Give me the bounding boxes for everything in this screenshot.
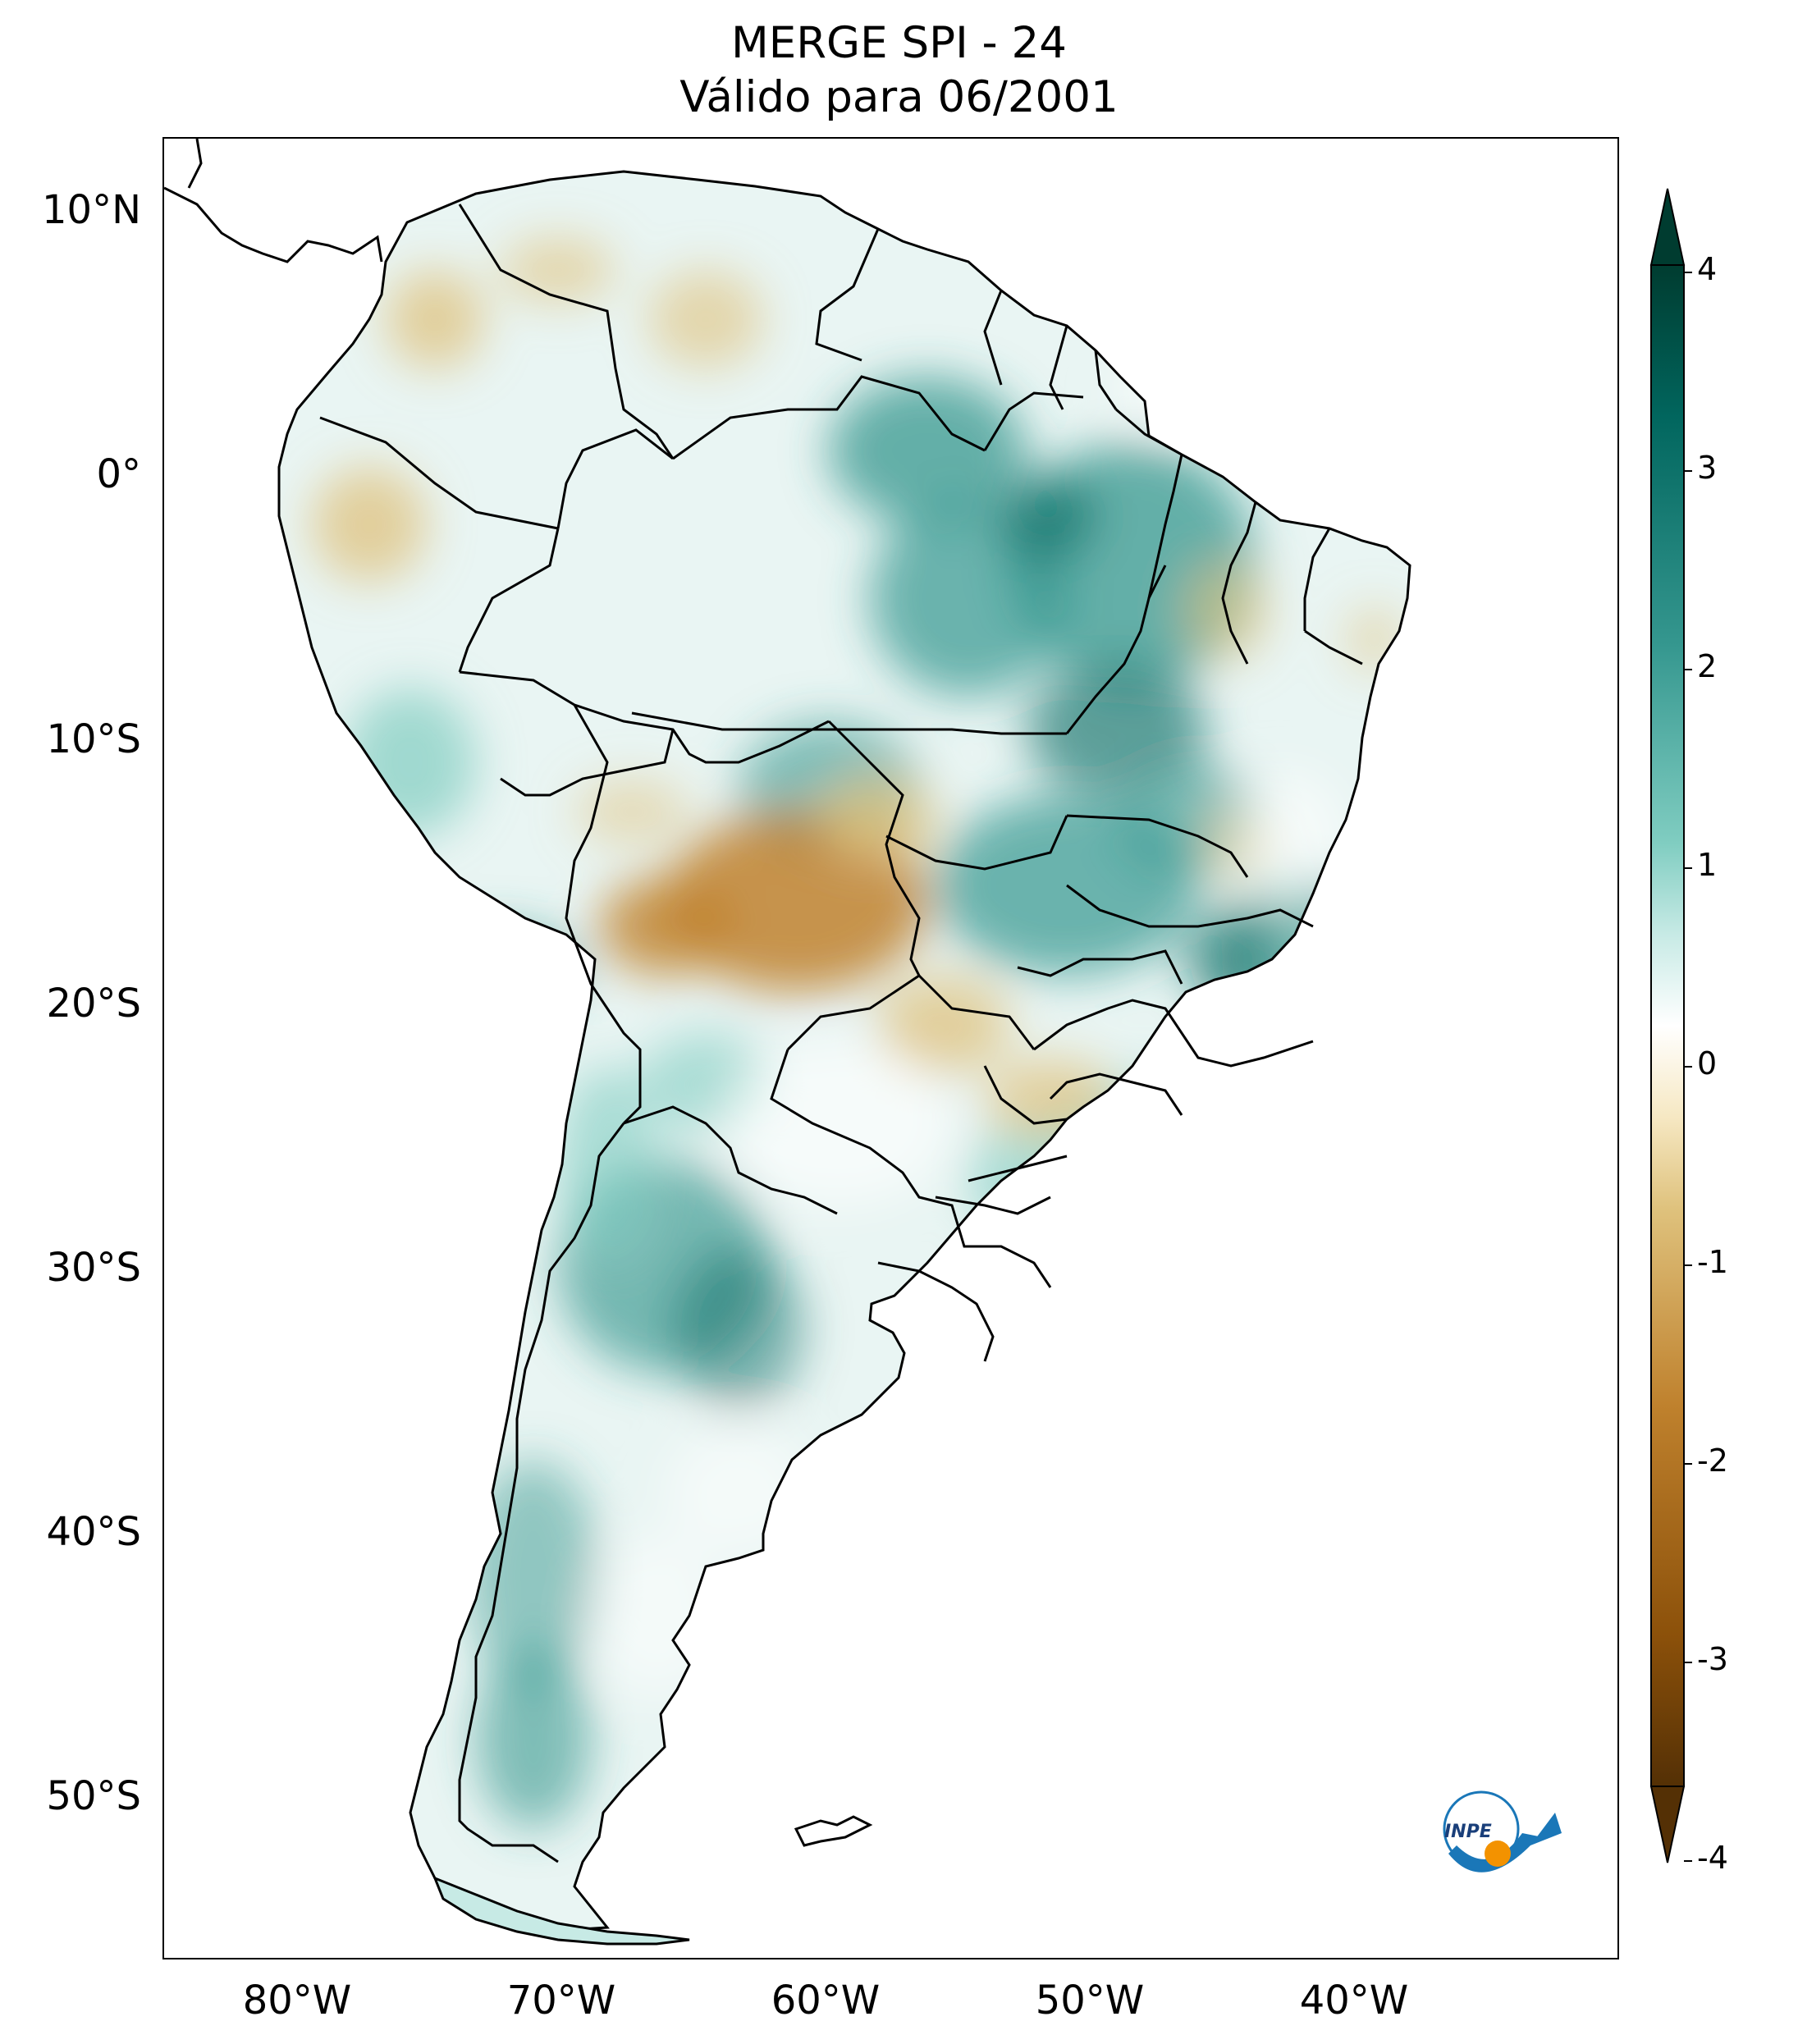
map-subtitle: Válido para 06/2001	[679, 72, 1119, 122]
colorbar-tick-neg1: -1	[1697, 1244, 1728, 1280]
colorbar-tick-neg3: -3	[1697, 1641, 1728, 1677]
colorbar-tick-neg2: -2	[1697, 1443, 1728, 1479]
lat-label-40s: 40°S	[46, 1509, 141, 1555]
colorbar-body	[1650, 264, 1685, 1787]
tierra-del-fuego	[432, 1876, 690, 1946]
inpe-logo: INPE	[1443, 1790, 1562, 1873]
lon-label-60w: 60°W	[771, 1978, 881, 2023]
lat-label-10n: 10°N	[42, 187, 141, 233]
colorbar-tick-2: 2	[1697, 648, 1718, 684]
colorbar-tick-neg4: -4	[1697, 1840, 1728, 1876]
map-frame: INPE	[162, 137, 1619, 1959]
country-borders	[319, 203, 1363, 1863]
colorbar-tick-0: 0	[1697, 1045, 1718, 1081]
colorbar-tick-1: 1	[1697, 847, 1718, 883]
colorbar-tick-3: 3	[1697, 450, 1718, 486]
lat-label-50s: 50°S	[46, 1773, 141, 1819]
colorbar-tick-4: 4	[1697, 251, 1718, 287]
map-title: MERGE SPI - 24	[731, 18, 1067, 68]
lon-label-80w: 80°W	[242, 1978, 352, 2023]
colorbar	[1649, 188, 1692, 1863]
falkland-islands	[794, 1815, 873, 1847]
svg-text:INPE: INPE	[1444, 1822, 1492, 1842]
lat-label-30s: 30°S	[46, 1245, 141, 1291]
colorbar-extend-bottom	[1649, 1786, 1686, 1863]
central-america-coast	[164, 186, 383, 263]
lon-label-70w: 70°W	[506, 1978, 616, 2023]
colorbar-extend-top	[1649, 188, 1686, 266]
spi-map: INPE	[164, 139, 1562, 1946]
lat-label-0: 0°	[96, 451, 141, 497]
lon-label-50w: 50°W	[1035, 1978, 1145, 2023]
lat-label-20s: 20°S	[46, 981, 141, 1027]
lon-label-40w: 40°W	[1299, 1978, 1409, 2023]
lat-label-10s: 10°S	[46, 716, 141, 762]
